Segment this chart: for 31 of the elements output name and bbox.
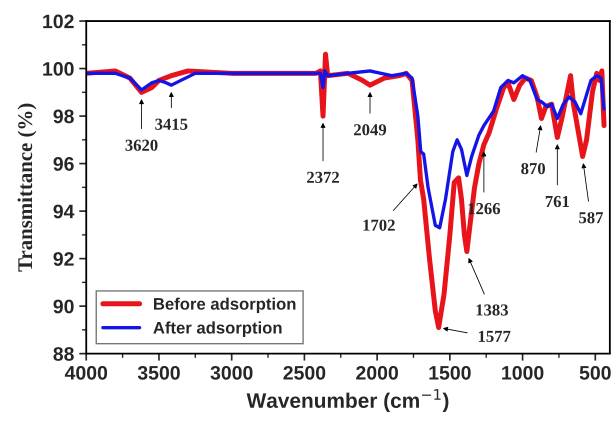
annotation: 870	[521, 162, 546, 174]
annotation: 2372	[307, 172, 339, 183]
line-series	[86, 69, 606, 230]
x-tick-label: 1000	[502, 366, 544, 380]
y-tick-label: 100	[43, 62, 74, 76]
x-tick-label: 2000	[356, 366, 398, 380]
y-tick-label: 102	[43, 14, 74, 28]
annotation: 1702	[363, 220, 395, 231]
annotation: 3415	[155, 118, 188, 130]
x-axis-title: Wavenumber (cm$^{−1}$)	[246, 389, 448, 412]
y-tick-label: 92	[53, 252, 74, 266]
legend-label: Before adsorption	[154, 298, 296, 314]
y-tick-label: 94	[53, 204, 74, 218]
x-tick-label: 4000	[64, 366, 108, 380]
x-tick-label: 3000	[210, 366, 253, 380]
annotation: 761	[546, 196, 569, 208]
y-tick-label: 98	[53, 110, 74, 124]
y-tick-label: 90	[53, 300, 74, 314]
x-tick-label: 500	[580, 366, 611, 380]
annotation: 1577	[478, 330, 510, 342]
x-tick-label: 2500	[283, 366, 326, 380]
annotation: 587	[579, 212, 604, 224]
y-tick-label: 96	[53, 157, 74, 171]
legend-label: After adsorption	[153, 321, 282, 337]
x-tick-label: 3500	[138, 366, 180, 380]
annotation: 2049	[354, 124, 386, 136]
annotation: 3620	[125, 140, 158, 151]
x-tick-label: 1500	[429, 366, 471, 380]
y-axis-title: Transmittance (%)	[18, 104, 36, 272]
y-tick-label: 88	[53, 347, 74, 361]
annotation: 1383	[476, 304, 508, 316]
